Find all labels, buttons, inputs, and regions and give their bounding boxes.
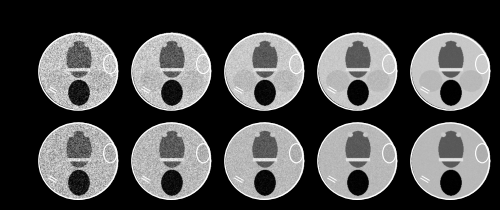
Text: 50db: 50db: [436, 6, 466, 19]
Text: 45db: 45db: [343, 6, 373, 19]
Text: 30db: 30db: [64, 6, 94, 19]
Text: 35db: 35db: [157, 6, 187, 19]
Text: 40db: 40db: [250, 6, 280, 19]
Text: TVcDM: TVcDM: [5, 144, 14, 176]
Text: DDcTV: DDcTV: [5, 56, 14, 86]
